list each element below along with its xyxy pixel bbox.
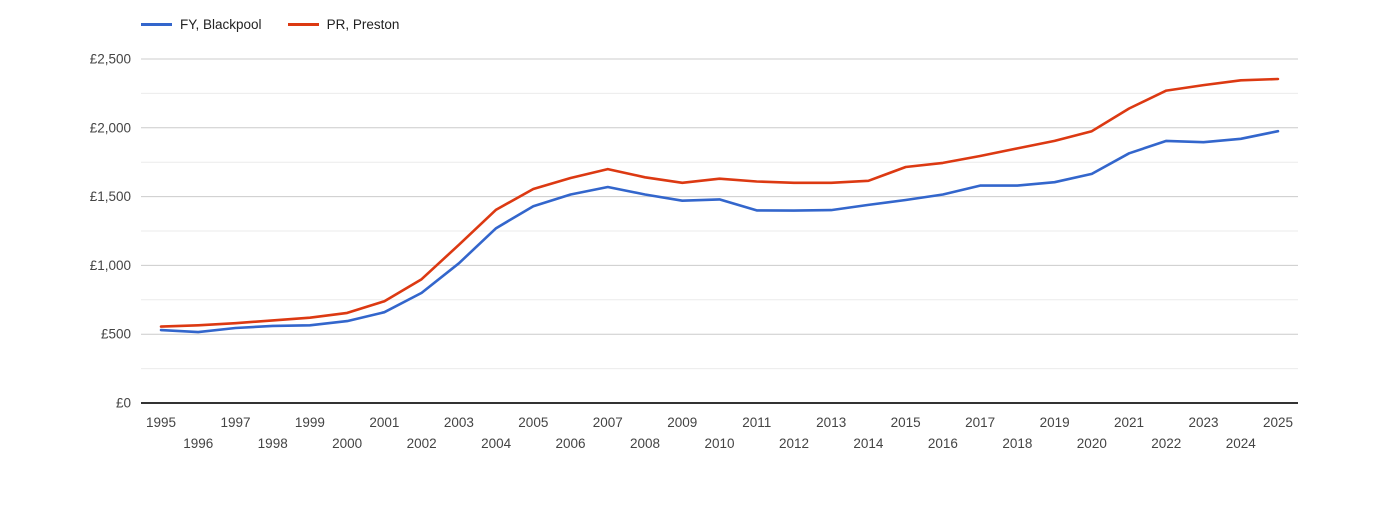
x-tick-label: 2013	[816, 415, 846, 430]
x-tick-label: 2003	[444, 415, 474, 430]
legend-item-pr-preston: PR, Preston	[287, 17, 400, 32]
x-tick-label: 2018	[1002, 436, 1032, 451]
chart-legend: FY, Blackpool PR, Preston	[141, 17, 399, 32]
x-tick-label: 2006	[556, 436, 586, 451]
x-tick-label: 2021	[1114, 415, 1144, 430]
x-tick-label: 2007	[593, 415, 623, 430]
legend-label-fy-blackpool: FY, Blackpool	[180, 17, 262, 32]
x-tick-label: 2015	[891, 415, 921, 430]
x-tick-label: 2022	[1151, 436, 1181, 451]
x-tick-label: 2024	[1226, 436, 1257, 451]
x-tick-label: 1995	[146, 415, 176, 430]
legend-label-pr-preston: PR, Preston	[326, 17, 400, 32]
x-tick-label: 1998	[258, 436, 288, 451]
x-tick-label: 2025	[1263, 415, 1293, 430]
x-tick-label: 2000	[332, 436, 362, 451]
y-tick-label: £1,000	[90, 258, 131, 273]
x-tick-label: 2010	[704, 436, 734, 451]
y-tick-label: £1,500	[90, 189, 131, 204]
x-tick-label: 2001	[369, 415, 399, 430]
legend-item-fy-blackpool: FY, Blackpool	[141, 17, 262, 32]
y-tick-label: £2,500	[90, 52, 131, 67]
x-tick-label: 2009	[667, 415, 697, 430]
x-tick-label: 2017	[965, 415, 995, 430]
x-tick-label: 2011	[742, 415, 771, 430]
x-tick-label: 2020	[1077, 436, 1107, 451]
x-tick-label: 2008	[630, 436, 660, 451]
y-tick-label: £0	[116, 396, 131, 411]
x-tick-label: 1996	[183, 436, 213, 451]
blackpool-line-swatch-icon	[141, 22, 172, 27]
x-tick-label: 2019	[1040, 415, 1070, 430]
x-tick-label: 1997	[220, 415, 250, 430]
x-tick-label: 2002	[407, 436, 437, 451]
preston-line-swatch-icon	[287, 22, 319, 27]
series-line-fy-blackpool	[159, 129, 1280, 334]
x-tick-label: 2016	[928, 436, 958, 451]
x-tick-label: 2004	[481, 436, 512, 451]
x-tick-label: 2014	[853, 436, 884, 451]
x-tick-label: 1999	[295, 415, 325, 430]
x-tick-label: 2005	[518, 415, 548, 430]
x-tick-label: 2023	[1189, 415, 1219, 430]
series-line-pr-preston	[159, 77, 1280, 328]
y-tick-label: £2,000	[90, 120, 131, 135]
y-tick-label: £500	[101, 327, 131, 342]
x-tick-label: 2012	[779, 436, 809, 451]
